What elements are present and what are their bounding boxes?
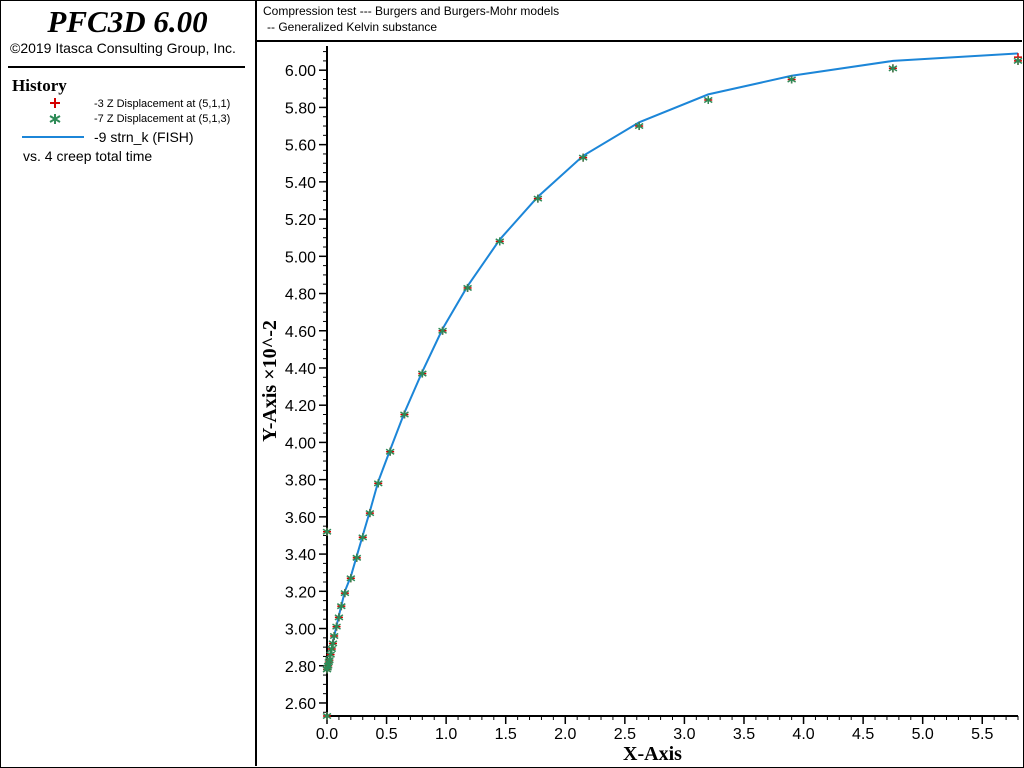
x-tick-label: 4.0 [792, 726, 814, 743]
plot-title-line2: -- Generalized Kelvin substance [267, 20, 438, 34]
y-tick-label: 3.60 [285, 510, 316, 527]
x-tick-label: 3.5 [733, 726, 755, 743]
x-tick-label: 0.0 [316, 726, 338, 743]
legend-label: -3 Z Displacement at (5,1,1) [94, 98, 231, 110]
asterisk-marker [365, 510, 375, 517]
asterisk-marker [334, 614, 344, 621]
plus-marker-icon [50, 98, 60, 108]
asterisk-marker [340, 590, 350, 597]
y-tick-label: 4.40 [285, 361, 316, 378]
plot-title-line1: Compression test --- Burgers and Burgers… [263, 4, 560, 18]
y-tick-label: 4.00 [285, 435, 316, 452]
y-tick-label: 5.00 [285, 249, 316, 266]
asterisk-marker [533, 195, 543, 202]
x-tick-label: 0.5 [375, 726, 397, 743]
series-line-strn-k [326, 52, 1019, 670]
y-tick-label: 4.80 [285, 287, 316, 304]
y-tick-label: 3.20 [285, 584, 316, 601]
y-tick-label: 4.60 [285, 324, 316, 341]
x-tick-label: 5.5 [971, 726, 993, 743]
x-tick-label: 2.0 [554, 726, 576, 743]
asterisk-marker [634, 122, 644, 130]
asterisk-marker [578, 154, 588, 161]
y-axis-title: Y-Axis ×10^-2 [259, 320, 281, 442]
asterisk-marker [326, 651, 335, 658]
legend-label: -9 strn_k (FISH) [94, 129, 194, 145]
asterisk-marker [703, 96, 713, 104]
asterisk-marker [373, 480, 383, 487]
asterisk-marker [324, 657, 334, 664]
y-tick-label: 5.20 [285, 212, 316, 229]
x-tick-label: 1.5 [495, 726, 517, 743]
legend-heading: History [12, 76, 67, 95]
y-tick-label: 6.00 [285, 63, 316, 80]
y-tick-label: 5.80 [285, 100, 316, 117]
line-marker-icon [22, 136, 84, 138]
y-tick-label: 2.80 [285, 659, 316, 676]
legend-vs-text: vs. 4 creep total time [23, 148, 153, 164]
asterisk-marker [352, 554, 362, 561]
asterisk-marker [322, 712, 332, 720]
asterisk-marker [322, 528, 332, 535]
asterisk-marker [329, 632, 339, 640]
asterisk-marker [417, 370, 427, 377]
asterisk-marker [463, 284, 472, 292]
asterisk-marker-icon [49, 114, 61, 124]
y-tick-label: 3.40 [285, 547, 316, 564]
x-tick-label: 3.0 [673, 726, 695, 743]
legend-panel: PFC3D 6.00 ©2019 Itasca Consulting Group… [0, 0, 257, 766]
asterisk-marker [495, 238, 505, 245]
asterisk-marker [438, 327, 447, 334]
app-title: PFC3D 6.00 [47, 4, 208, 39]
divider [8, 66, 245, 68]
asterisk-marker [400, 411, 409, 418]
asterisk-marker [358, 534, 368, 541]
asterisk-marker [888, 65, 898, 72]
y-tick-label: 4.20 [285, 398, 316, 415]
x-tick-label: 2.5 [614, 726, 636, 743]
y-tick-label: 5.40 [285, 175, 316, 192]
y-tick-label: 5.60 [285, 138, 316, 155]
asterisk-marker [327, 645, 337, 653]
asterisk-marker [332, 623, 341, 630]
x-tick-label: 4.5 [852, 726, 874, 743]
y-tick-label: 2.60 [285, 696, 316, 713]
x-tick-label: 5.0 [912, 726, 934, 743]
asterisk-marker [336, 603, 346, 610]
y-tick-label: 3.00 [285, 622, 316, 639]
asterisk-marker [787, 76, 797, 83]
plot-title-bar: Compression test --- Burgers and Burgers… [257, 0, 1022, 42]
asterisk-marker [328, 640, 338, 647]
asterisk-marker [346, 575, 356, 582]
x-tick-label: 1.0 [435, 726, 457, 743]
asterisk-marker [1013, 57, 1023, 65]
asterisk-marker [385, 448, 395, 455]
x-axis-title: X-Axis [623, 743, 682, 765]
copyright-text: ©2019 Itasca Consulting Group, Inc. [10, 40, 236, 56]
y-tick-label: 3.80 [285, 473, 316, 490]
legend-label: -7 Z Displacement at (5,1,3) [94, 113, 231, 125]
